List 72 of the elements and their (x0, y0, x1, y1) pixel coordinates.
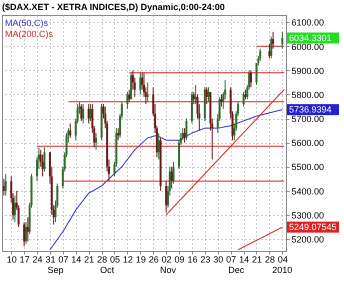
x-tick-label: 19 (136, 254, 146, 264)
y-tick-label: 5200.00 (292, 234, 324, 244)
candlestick (69, 122, 72, 138)
x-tick-label: 05 (110, 254, 120, 264)
candlestick (43, 146, 46, 172)
x-tick-label: 31 (45, 254, 56, 264)
candlestick (146, 82, 149, 102)
y-tick-label: 6000.00 (292, 42, 324, 52)
candlestick (172, 161, 175, 184)
x-tick-label: 21 (252, 254, 262, 264)
x-tick-label: 07 (226, 254, 236, 264)
candlestick (270, 36, 272, 59)
x-tick-label: 16 (187, 254, 198, 264)
candlestick (128, 89, 130, 102)
candlestick (184, 128, 186, 144)
candlestick (281, 31, 284, 50)
candlestick (23, 222, 26, 247)
x-tick-label: 28 (97, 254, 108, 264)
candlestick (185, 118, 188, 141)
x-tick-label: 24 (32, 254, 43, 264)
candlestick (165, 180, 168, 213)
candlestick (82, 104, 84, 124)
x-tick-label: 21 (84, 254, 94, 264)
x-tick-label: 17 (20, 254, 30, 264)
x-tick-label: 14 (239, 254, 250, 264)
candlestick (244, 89, 246, 100)
candlestick (192, 92, 195, 105)
x-tick-label: 02 (162, 254, 172, 264)
x-tick-label: 12 (122, 254, 133, 264)
x-tick-label: 04 (278, 254, 288, 264)
annotation: 6034.3301 (289, 33, 332, 44)
annotation: 5736.9394 (289, 104, 332, 115)
x-tick-label: 14 (71, 254, 82, 264)
x-tick-label: 10 (6, 254, 17, 264)
chart-title: ($DAX.XET - XETRA INDICES,D) Dynamic,0:00-24:00 (2, 2, 225, 12)
candlestick (208, 86, 210, 102)
line-series (49, 109, 283, 250)
x2-tick-label: Dec (228, 265, 245, 275)
candlestick (170, 166, 173, 189)
text: MA(50,C)s (5, 18, 49, 28)
x-tick-label: 07 (58, 254, 68, 264)
text: MA(200,C)s (5, 29, 54, 39)
y-tick-label: 5800.00 (292, 90, 324, 100)
candlestick (4, 173, 7, 196)
y-tick-label: 5600.00 (292, 138, 324, 148)
y-tick-label: 5900.00 (292, 66, 324, 76)
y-tick-label: 5500.00 (292, 162, 324, 172)
candlestick (90, 104, 92, 122)
candlestick (14, 195, 16, 223)
x2-tick-label: 2010 (272, 265, 292, 275)
x-tick-label: 26 (148, 254, 159, 264)
y-tick-label: 6100.00 (292, 18, 324, 28)
x-tick-label: 23 (200, 254, 210, 264)
candlestick (259, 48, 262, 62)
x2-tick-label: Nov (160, 265, 176, 275)
candlestick (182, 128, 184, 141)
x2-tick-label: Oct (100, 265, 115, 275)
candlestick (117, 128, 120, 141)
candlestick (272, 31, 274, 50)
candlestick (206, 86, 208, 105)
x-tick-label: 28 (264, 254, 275, 264)
y-tick-label: 5700.00 (292, 114, 324, 124)
candlestick (95, 132, 98, 150)
candlestick (88, 104, 90, 124)
x2-tick-label: Sep (47, 265, 64, 275)
x-tick-label: 09 (174, 254, 185, 264)
y-tick-label: 5400.00 (292, 186, 324, 196)
candlestick (242, 92, 245, 108)
y-tick-label: 5300.00 (292, 210, 324, 220)
x-tick-label: 30 (213, 254, 224, 264)
candlestick (250, 70, 252, 88)
candlestick (42, 154, 44, 177)
